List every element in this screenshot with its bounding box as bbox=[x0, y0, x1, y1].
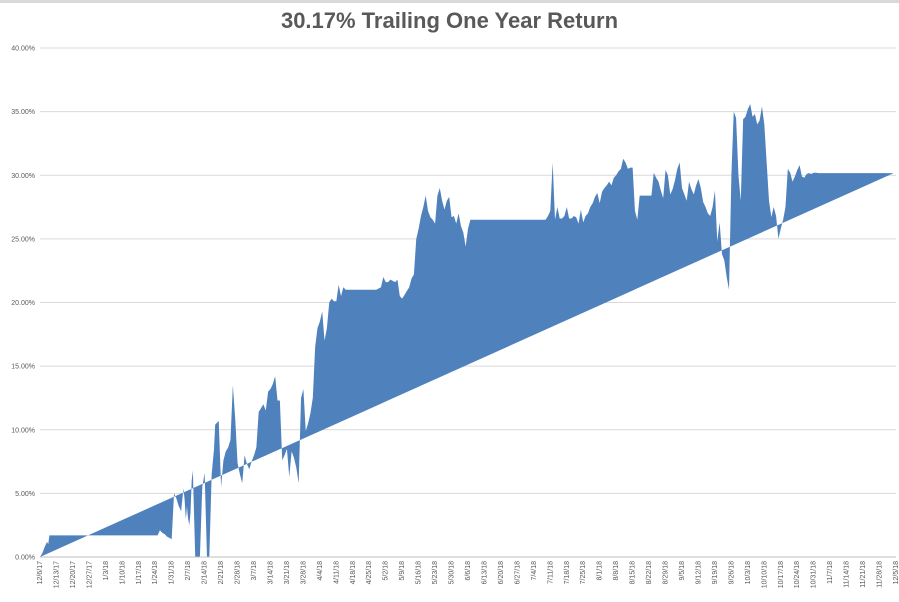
y-tick-label: 15.00% bbox=[11, 364, 35, 371]
y-tick-label: 40.00% bbox=[11, 46, 35, 53]
x-tick-label: 10/31/18 bbox=[811, 561, 818, 588]
x-tick-label: 5/16/18 bbox=[416, 561, 423, 584]
x-tick-label: 11/28/18 bbox=[877, 561, 884, 588]
x-tick-label: 1/10/18 bbox=[119, 561, 126, 584]
x-tick-label: 1/17/18 bbox=[136, 561, 143, 584]
x-tick-label: 3/7/18 bbox=[251, 561, 258, 581]
x-tick-label: 9/5/18 bbox=[679, 561, 686, 581]
x-tick-label: 7/4/18 bbox=[531, 561, 538, 581]
x-tick-label: 2/28/18 bbox=[235, 561, 242, 584]
x-tick-label: 9/19/18 bbox=[712, 561, 719, 584]
x-tick-label: 7/18/18 bbox=[564, 561, 571, 584]
y-tick-label: 35.00% bbox=[11, 109, 35, 116]
x-tick-label: 3/21/18 bbox=[284, 561, 291, 584]
x-tick-label: 8/1/18 bbox=[597, 561, 604, 581]
y-tick-label: 20.00% bbox=[11, 300, 35, 307]
x-tick-label: 8/8/18 bbox=[613, 561, 620, 581]
x-tick-label: 4/18/18 bbox=[350, 561, 357, 584]
y-tick-label: 30.00% bbox=[11, 173, 35, 180]
x-tick-label: 7/25/18 bbox=[580, 561, 587, 584]
x-tick-label: 12/13/17 bbox=[53, 561, 60, 588]
x-tick-label: 9/12/18 bbox=[695, 561, 702, 584]
x-tick-label: 10/3/18 bbox=[745, 561, 752, 584]
x-tick-label: 2/7/18 bbox=[185, 561, 192, 581]
y-tick-label: 10.00% bbox=[11, 427, 35, 434]
x-tick-label: 5/9/18 bbox=[399, 561, 406, 581]
x-tick-label: 12/27/17 bbox=[86, 561, 93, 588]
x-tick-label: 2/14/18 bbox=[202, 561, 209, 584]
x-tick-label: 1/3/18 bbox=[103, 561, 110, 581]
x-tick-label: 12/6/17 bbox=[37, 561, 44, 584]
x-tick-label: 12/5/18 bbox=[893, 561, 899, 584]
x-tick-label: 10/24/18 bbox=[794, 561, 801, 588]
x-tick-label: 8/22/18 bbox=[646, 561, 653, 584]
y-tick-label: 5.00% bbox=[15, 491, 35, 498]
y-tick-label: 0.00% bbox=[15, 555, 35, 562]
x-tick-label: 4/11/18 bbox=[333, 561, 340, 584]
x-tick-label: 1/31/18 bbox=[169, 561, 176, 584]
x-tick-label: 10/10/18 bbox=[761, 561, 768, 588]
x-tick-label: 1/24/18 bbox=[152, 561, 159, 584]
x-tick-label: 6/13/18 bbox=[481, 561, 488, 584]
x-tick-label: 4/4/18 bbox=[317, 561, 324, 581]
x-tick-label: 2/21/18 bbox=[218, 561, 225, 584]
x-tick-label: 3/28/18 bbox=[300, 561, 307, 584]
x-tick-label: 12/20/17 bbox=[70, 561, 77, 588]
x-tick-label: 10/17/18 bbox=[778, 561, 785, 588]
x-tick-label: 4/25/18 bbox=[366, 561, 373, 584]
x-tick-label: 11/14/18 bbox=[844, 561, 851, 588]
x-tick-label: 6/27/18 bbox=[514, 561, 521, 584]
chart-title: 30.17% Trailing One Year Return bbox=[280, 8, 619, 33]
x-tick-label: 11/7/18 bbox=[827, 561, 834, 584]
x-tick-label: 5/2/18 bbox=[383, 561, 390, 581]
x-tick-label: 5/23/18 bbox=[432, 561, 439, 584]
x-tick-label: 6/6/18 bbox=[465, 561, 472, 581]
return-area-series bbox=[40, 103, 894, 558]
x-tick-label: 8/15/18 bbox=[630, 561, 637, 584]
x-tick-label: 7/11/18 bbox=[547, 561, 554, 584]
y-tick-label: 25.00% bbox=[11, 236, 35, 243]
top-border bbox=[0, 0, 899, 3]
x-tick-label: 5/30/18 bbox=[449, 561, 456, 584]
x-tick-label: 9/26/18 bbox=[728, 561, 735, 584]
x-tick-label: 6/20/18 bbox=[498, 561, 505, 584]
x-tick-label: 8/29/18 bbox=[663, 561, 670, 584]
x-tick-label: 11/21/18 bbox=[860, 561, 867, 588]
x-tick-label: 3/14/18 bbox=[267, 561, 274, 584]
